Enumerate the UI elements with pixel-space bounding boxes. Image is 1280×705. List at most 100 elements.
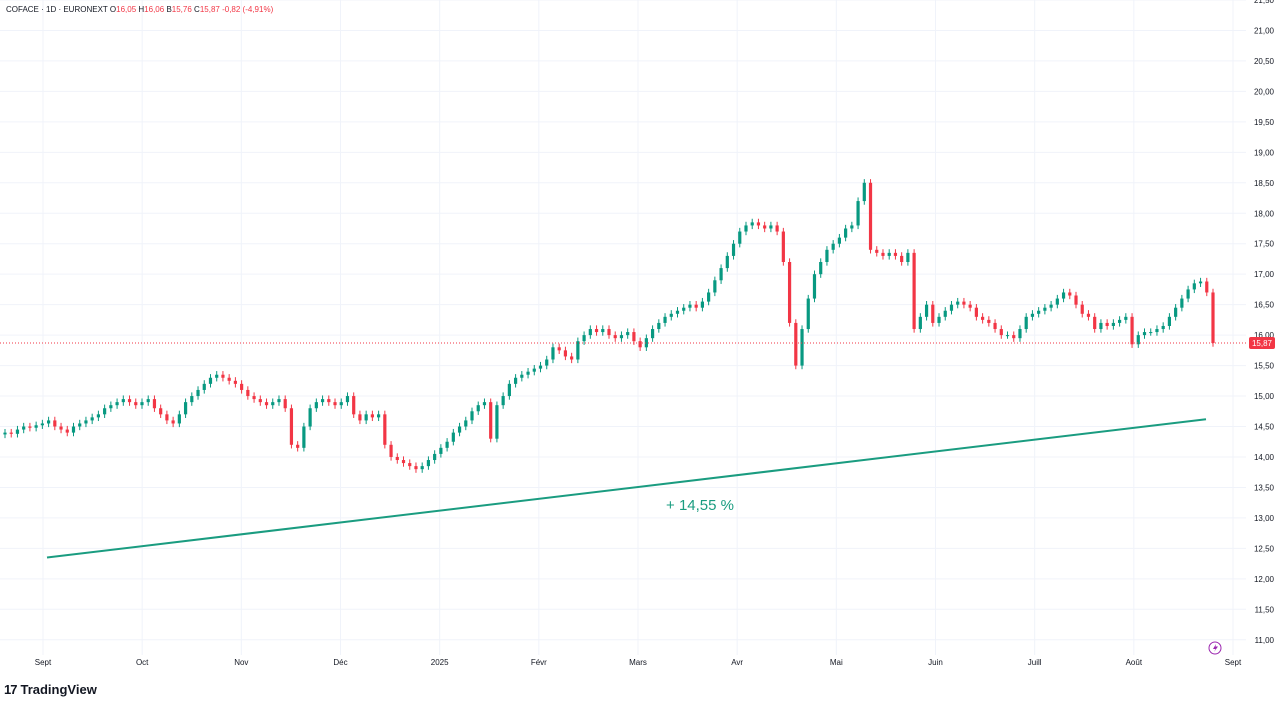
candle[interactable] bbox=[825, 246, 829, 266]
candle[interactable] bbox=[482, 398, 487, 409]
candle[interactable] bbox=[513, 374, 518, 388]
candle[interactable] bbox=[893, 249, 898, 260]
candle[interactable] bbox=[943, 307, 947, 321]
candle[interactable] bbox=[457, 422, 462, 437]
candle[interactable] bbox=[968, 300, 972, 312]
candle[interactable] bbox=[1093, 313, 1097, 333]
candle[interactable] bbox=[688, 300, 692, 312]
candle[interactable] bbox=[582, 331, 586, 345]
candle[interactable] bbox=[1068, 288, 1072, 300]
candle[interactable] bbox=[594, 325, 599, 336]
candle[interactable] bbox=[619, 331, 624, 342]
candle[interactable] bbox=[1149, 328, 1153, 336]
candle[interactable] bbox=[115, 398, 119, 409]
candle[interactable] bbox=[1186, 285, 1190, 303]
candle[interactable] bbox=[40, 419, 44, 429]
candle[interactable] bbox=[906, 249, 910, 266]
candle[interactable] bbox=[837, 233, 841, 248]
candle[interactable] bbox=[196, 386, 200, 400]
candle[interactable] bbox=[152, 395, 157, 412]
candle[interactable] bbox=[426, 456, 431, 470]
candle[interactable] bbox=[46, 416, 51, 428]
candle[interactable] bbox=[1180, 294, 1184, 312]
candle[interactable] bbox=[3, 428, 7, 439]
candle[interactable] bbox=[999, 325, 1003, 339]
candle[interactable] bbox=[918, 313, 922, 333]
candle[interactable] bbox=[1211, 288, 1215, 347]
candle[interactable] bbox=[1055, 294, 1059, 309]
candle[interactable] bbox=[1161, 322, 1165, 333]
candle[interactable] bbox=[862, 179, 866, 205]
candle[interactable] bbox=[233, 377, 237, 388]
candle[interactable] bbox=[993, 319, 997, 333]
candle[interactable] bbox=[121, 395, 125, 406]
candle[interactable] bbox=[962, 297, 966, 309]
candle[interactable] bbox=[787, 258, 792, 327]
candle[interactable] bbox=[9, 428, 13, 438]
candle[interactable] bbox=[563, 346, 568, 361]
candle[interactable] bbox=[345, 392, 350, 406]
candle[interactable] bbox=[15, 425, 20, 438]
candle[interactable] bbox=[800, 325, 804, 370]
candle[interactable] bbox=[1037, 307, 1041, 318]
candle[interactable] bbox=[165, 410, 169, 425]
candle[interactable] bbox=[557, 343, 561, 355]
candle[interactable] bbox=[719, 264, 723, 284]
candle[interactable] bbox=[1167, 313, 1172, 330]
candle[interactable] bbox=[520, 371, 524, 382]
candle[interactable] bbox=[707, 288, 711, 306]
candle[interactable] bbox=[675, 307, 680, 318]
candle[interactable] bbox=[1061, 288, 1066, 303]
candle[interactable] bbox=[71, 422, 76, 437]
candle[interactable] bbox=[868, 179, 873, 254]
candle[interactable] bbox=[644, 334, 648, 351]
candle[interactable] bbox=[1155, 325, 1159, 336]
trend-line[interactable] bbox=[46, 418, 1207, 559]
candle[interactable] bbox=[146, 395, 150, 406]
candle[interactable] bbox=[1049, 300, 1053, 312]
candle[interactable] bbox=[844, 224, 848, 242]
candle[interactable] bbox=[507, 380, 511, 400]
candle[interactable] bbox=[663, 313, 667, 327]
candle[interactable] bbox=[358, 410, 362, 425]
candle[interactable] bbox=[601, 325, 605, 336]
candle[interactable] bbox=[1099, 319, 1103, 333]
candle[interactable] bbox=[744, 221, 748, 236]
candle[interactable] bbox=[283, 395, 287, 412]
candle[interactable] bbox=[171, 416, 175, 428]
candle[interactable] bbox=[1136, 331, 1140, 348]
candle[interactable] bbox=[1086, 310, 1091, 321]
candle[interactable] bbox=[377, 410, 381, 422]
candle[interactable] bbox=[713, 276, 717, 297]
candle[interactable] bbox=[190, 392, 194, 406]
candle[interactable] bbox=[794, 319, 798, 370]
candle[interactable] bbox=[470, 407, 474, 425]
candle[interactable] bbox=[240, 380, 244, 394]
candle[interactable] bbox=[140, 398, 144, 409]
candle[interactable] bbox=[495, 401, 499, 443]
candle[interactable] bbox=[327, 395, 331, 406]
candles-layer[interactable] bbox=[3, 179, 1215, 473]
candle[interactable] bbox=[339, 398, 343, 409]
candle[interactable] bbox=[1105, 319, 1109, 330]
candle[interactable] bbox=[613, 331, 617, 342]
candle[interactable] bbox=[949, 300, 954, 315]
candle[interactable] bbox=[626, 328, 630, 339]
candle[interactable] bbox=[526, 368, 530, 379]
candle[interactable] bbox=[700, 297, 705, 312]
candle[interactable] bbox=[1111, 319, 1115, 330]
candle[interactable] bbox=[414, 462, 418, 473]
candle[interactable] bbox=[1130, 313, 1134, 348]
candle[interactable] bbox=[819, 258, 823, 278]
candle[interactable] bbox=[775, 221, 779, 236]
candle[interactable] bbox=[781, 227, 785, 266]
candle[interactable] bbox=[271, 398, 275, 409]
candle[interactable] bbox=[439, 444, 443, 458]
candle[interactable] bbox=[538, 361, 543, 373]
candle[interactable] bbox=[924, 300, 929, 321]
candle[interactable] bbox=[34, 421, 38, 432]
candle[interactable] bbox=[725, 252, 729, 272]
tradingview-brand[interactable]: 17 TradingView bbox=[4, 682, 97, 697]
